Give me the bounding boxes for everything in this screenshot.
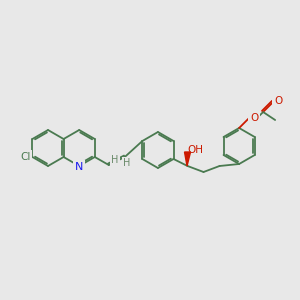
Text: OH: OH (188, 145, 203, 155)
Text: H: H (111, 155, 118, 165)
Text: H: H (111, 155, 118, 165)
Text: O: O (250, 113, 258, 123)
Text: N: N (75, 162, 83, 172)
Text: O: O (274, 96, 282, 106)
Text: H: H (123, 158, 130, 168)
Text: Cl: Cl (20, 152, 31, 162)
Text: H: H (123, 158, 130, 168)
Text: O: O (274, 96, 282, 106)
Polygon shape (184, 152, 190, 166)
Text: O: O (250, 113, 258, 123)
Text: N: N (75, 162, 83, 172)
Text: Cl: Cl (20, 152, 31, 162)
Text: OH: OH (188, 145, 203, 155)
